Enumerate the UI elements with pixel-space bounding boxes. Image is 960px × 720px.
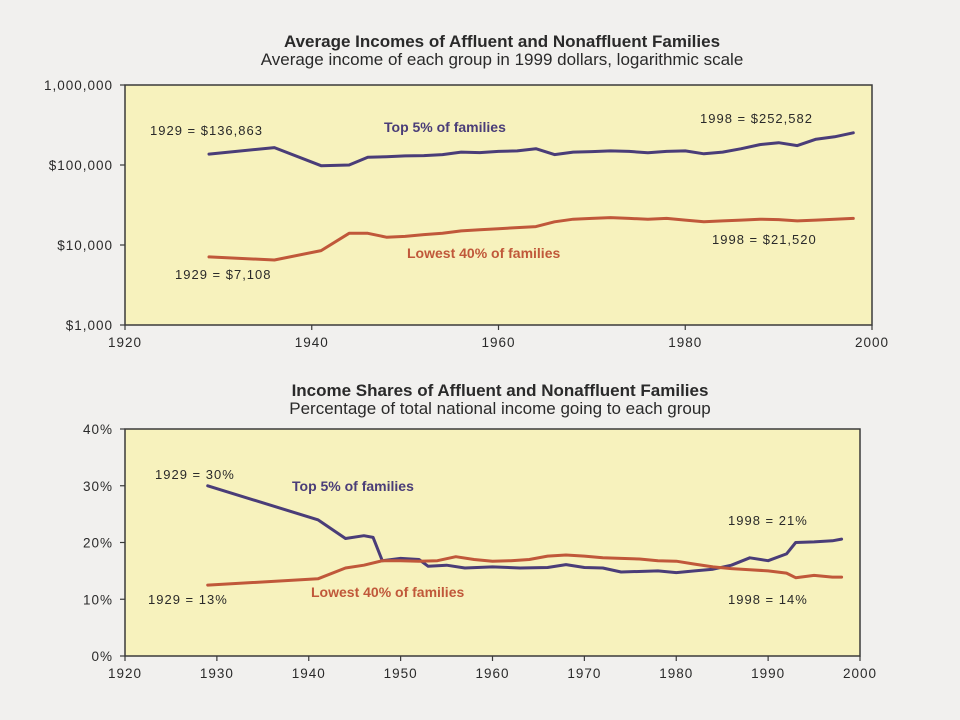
series-label-top-5: Top 5% of families bbox=[384, 119, 506, 135]
x-tick-label: 1980 bbox=[668, 335, 702, 350]
series-label-lowest-40: Lowest 40% of families bbox=[407, 245, 560, 261]
y-tick-label: 40% bbox=[83, 422, 113, 437]
series-label-top-5: Top 5% of families bbox=[292, 478, 414, 494]
series-label-lowest-40: Lowest 40% of families bbox=[311, 584, 464, 600]
y-tick-label: 20% bbox=[83, 536, 113, 551]
chart-1-subtitle: Average income of each group in 1999 dol… bbox=[261, 50, 744, 69]
annotation-1929-top: 1929 = $136,863 bbox=[150, 123, 263, 138]
x-tick-label: 1940 bbox=[295, 335, 329, 350]
annotation-1998-top: 1998 = $252,582 bbox=[700, 111, 813, 126]
x-tick-label: 2000 bbox=[843, 666, 877, 681]
series-line-top-5 bbox=[206, 484, 844, 575]
series-line-lowest-40 bbox=[207, 216, 855, 262]
y-tick-label: $100,000 bbox=[49, 158, 113, 173]
x-tick-label: 2000 bbox=[855, 335, 889, 350]
x-tick-label: 1930 bbox=[200, 666, 234, 681]
annotation-1929-bottom: 1929 = $7,108 bbox=[175, 267, 272, 282]
x-tick-label: 1920 bbox=[108, 335, 142, 350]
x-tick-label: 1970 bbox=[567, 666, 601, 681]
annotation-1998-21pct: 1998 = 21% bbox=[728, 513, 808, 528]
x-tick-label: 1920 bbox=[108, 666, 142, 681]
y-tick-label: 1,000,000 bbox=[44, 78, 113, 93]
annotation-1998-14pct: 1998 = 14% bbox=[728, 592, 808, 607]
series-line-lowest-40 bbox=[206, 553, 844, 587]
chart-2-subtitle: Percentage of total national income goin… bbox=[289, 399, 711, 418]
series-line-top-5 bbox=[207, 131, 855, 168]
annotation-1929-13pct: 1929 = 13% bbox=[148, 592, 228, 607]
x-tick-label: 1960 bbox=[475, 666, 509, 681]
x-tick-label: 1950 bbox=[384, 666, 418, 681]
chart-1-title: Average Incomes of Affluent and Nonafflu… bbox=[284, 32, 720, 51]
chart-2-title: Income Shares of Affluent and Nonaffluen… bbox=[292, 381, 709, 400]
chart-income-shares: Income Shares of Affluent and Nonaffluen… bbox=[83, 381, 877, 681]
annotation-1998-bottom: 1998 = $21,520 bbox=[712, 232, 817, 247]
chart-average-incomes: Average Incomes of Affluent and Nonafflu… bbox=[44, 32, 889, 350]
x-tick-label: 1990 bbox=[751, 666, 785, 681]
x-tick-label: 1980 bbox=[659, 666, 693, 681]
x-tick-label: 1960 bbox=[481, 335, 515, 350]
x-tick-label: 1940 bbox=[292, 666, 326, 681]
y-tick-label: 30% bbox=[83, 479, 113, 494]
y-tick-label: 10% bbox=[83, 592, 113, 607]
y-tick-label: $1,000 bbox=[66, 318, 113, 333]
annotation-1929-30pct: 1929 = 30% bbox=[155, 467, 235, 482]
chart-1-plot-area bbox=[124, 84, 873, 326]
y-tick-label: $10,000 bbox=[57, 238, 113, 253]
y-tick-label: 0% bbox=[91, 649, 113, 664]
chart-2-plot-area bbox=[124, 428, 861, 657]
